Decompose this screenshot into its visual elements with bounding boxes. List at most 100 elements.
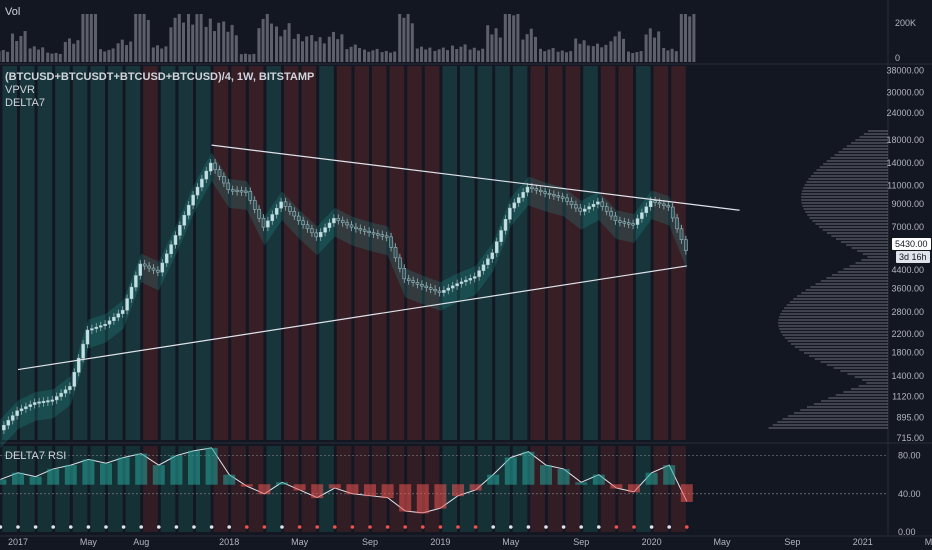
price-axis-label: 11000.00: [887, 180, 924, 190]
candle-down: [248, 191, 253, 201]
rsi-dot: [438, 525, 443, 529]
rsi-dot: [421, 525, 425, 529]
price-axis: 38000.00 30000.00 24000.00 18000.00 14000.00…: [886, 18, 924, 537]
volume-bar: [441, 47, 445, 62]
candle-up: [446, 287, 451, 291]
candle-up: [186, 204, 191, 216]
rsi-fill: [364, 484, 376, 497]
bull-band-rsi: [2, 446, 18, 532]
rsi-dot: [245, 525, 249, 529]
candle-up: [455, 283, 459, 287]
volume-bar: [486, 25, 490, 62]
rsi-fill: [522, 451, 535, 485]
candle-down: [244, 190, 248, 193]
volume-profile-row: [868, 130, 888, 132]
candle-up: [582, 208, 587, 212]
volume-profile-row: [867, 256, 888, 258]
volume-profile-row: [859, 136, 888, 138]
price-axis-label: 1800.00: [891, 348, 924, 358]
volume-bar: [134, 14, 138, 62]
rsi-fill: [540, 465, 552, 485]
volume-bar: [644, 34, 648, 62]
time-axis: 2017 May Aug 2018 May Sep 2019 May Sep 2020 May Sep…: [8, 537, 932, 547]
volume-profile-row: [866, 382, 888, 384]
volume-bar: [648, 28, 652, 62]
grid-lines: [0, 0, 932, 537]
volume-profile-row: [820, 361, 888, 363]
candle-down: [371, 232, 376, 235]
candle-down: [301, 220, 305, 226]
volume-bar: [116, 43, 120, 62]
volume-bar: [239, 54, 243, 62]
volume-bar: [305, 36, 309, 62]
rsi-dot: [69, 525, 73, 529]
price-axis-label: 18000.00: [886, 135, 924, 145]
volume-bar: [380, 52, 384, 62]
price-axis-label: 2800.00: [891, 307, 924, 317]
bear-band: [213, 66, 229, 440]
volume-bar: [191, 24, 195, 63]
symbol-title[interactable]: (BTCUSD+BTCUSDT+BTCUSD+BTCUSD)/4, 1W, BI…: [5, 71, 315, 83]
indicator-vpvr[interactable]: VPVR: [5, 84, 35, 96]
candle-down: [530, 186, 534, 189]
candle-down: [142, 263, 147, 267]
price-axis-label: 895.00: [896, 412, 924, 422]
rsi-fill: [680, 484, 693, 502]
volume-profile-row: [831, 235, 888, 237]
bear-band-rsi: [301, 446, 317, 532]
bull-band-rsi: [442, 446, 457, 532]
volume-profile-row: [846, 145, 888, 147]
volume-bar: [226, 31, 230, 62]
candle-down: [305, 224, 310, 230]
volume-bar: [666, 50, 670, 62]
bear-band: [248, 66, 264, 440]
price-axis-label: 2200.00: [891, 329, 924, 339]
candle-down: [314, 232, 319, 238]
volume-profile-row: [806, 406, 888, 408]
volume-profile-row: [805, 289, 888, 291]
rsi-dot: [227, 525, 231, 529]
indicator-delta7[interactable]: DELTA7: [5, 97, 45, 109]
volume-bar: [204, 26, 208, 62]
bear-band-rsi: [618, 446, 633, 532]
volume-bar: [529, 28, 533, 62]
candle-down: [310, 228, 314, 234]
volume-bar: [199, 14, 203, 62]
candle-down: [424, 285, 429, 288]
bull-band: [20, 66, 35, 440]
volume-bar: [6, 51, 9, 62]
candle-up: [266, 220, 270, 228]
volume-bar: [340, 34, 344, 62]
volume-bar: [94, 14, 97, 62]
candle-down: [296, 215, 301, 222]
volume-bar: [358, 47, 361, 62]
volume-profile-row: [787, 340, 888, 342]
volume-profile-row: [822, 229, 888, 231]
rsi-fill: [29, 476, 42, 485]
bull-band-rsi: [37, 446, 53, 532]
volume-profile-row: [793, 298, 888, 300]
volume-profile-row: [842, 148, 888, 150]
candle-up: [490, 252, 495, 260]
candle-down: [622, 221, 627, 224]
volume-profile-row: [803, 352, 888, 354]
volume-profile-row: [816, 169, 888, 171]
candle-up: [521, 192, 525, 198]
volume-profile-row: [778, 322, 888, 324]
candle-down: [230, 189, 235, 192]
volume-profile-row: [813, 172, 888, 174]
volume-profile-row: [800, 409, 888, 411]
volume-profile-row: [815, 223, 888, 225]
rsi-dot: [491, 525, 496, 529]
volume-bar: [468, 49, 472, 62]
candle-down: [565, 197, 569, 202]
volume-bar: [679, 14, 683, 62]
rsi-title[interactable]: DELTA7 RSI: [5, 450, 67, 462]
volume-profile-row: [862, 253, 888, 255]
volume-bar: [481, 48, 485, 62]
rsi-fill: [188, 450, 200, 485]
candle-up: [116, 313, 121, 318]
volume-profile-row: [820, 280, 888, 282]
volume-profile-row: [801, 193, 888, 195]
